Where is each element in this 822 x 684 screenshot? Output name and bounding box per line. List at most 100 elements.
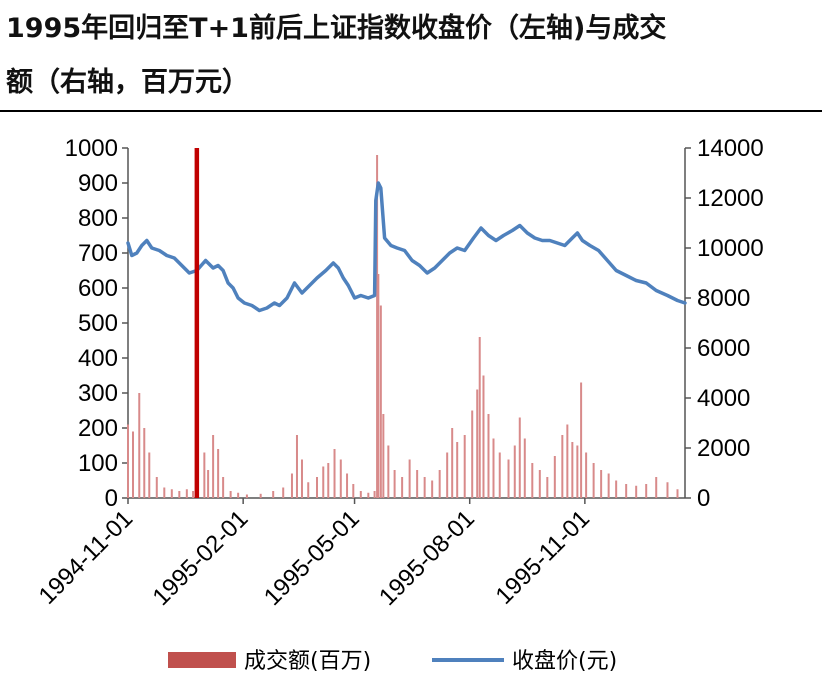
x-tick-label: 1995-02-01: [147, 505, 253, 611]
volume-bar: [245, 494, 248, 498]
volume-bar: [580, 382, 583, 498]
right-tick-label: 10000: [697, 235, 764, 262]
volume-bar: [376, 155, 379, 498]
volume-bar: [272, 491, 275, 498]
left-tick-label: 900: [78, 170, 118, 197]
title-line-1: 1995年回归至T+1前后上证指数收盘价（左轴)与成交: [6, 13, 667, 44]
volume-bar: [546, 477, 549, 498]
volume-bar: [282, 487, 285, 498]
left-tick-label: 400: [78, 345, 118, 372]
volume-bar: [408, 459, 411, 498]
left-tick-label: 300: [78, 380, 118, 407]
volume-bar: [513, 445, 516, 498]
volume-bar: [327, 463, 330, 498]
volume-bar: [471, 410, 474, 498]
volume-bar: [487, 414, 490, 498]
volume-bar: [192, 491, 195, 498]
volume-bar: [155, 477, 158, 498]
left-tick-label: 500: [78, 310, 118, 337]
left-tick-label: 1000: [65, 135, 118, 162]
axes: 0100200300400500600700800900100002000400…: [34, 135, 764, 611]
volume-bar: [431, 480, 434, 498]
legend-line-label: 收盘价(元): [512, 649, 617, 674]
right-tick-label: 12000: [697, 185, 764, 212]
volume-bar: [655, 477, 658, 498]
right-tick-label: 2000: [697, 435, 750, 462]
volume-bar: [229, 491, 232, 498]
volume-bar: [423, 477, 426, 498]
volume-bar: [300, 459, 303, 498]
volume-bar: [352, 484, 355, 498]
volume-bar: [666, 482, 669, 498]
volume-bar: [295, 435, 298, 498]
volume-bar: [359, 491, 362, 498]
legend-bar-swatch: [168, 652, 236, 668]
volume-bar: [170, 489, 173, 498]
volume-bar: [645, 484, 648, 498]
volume-bar: [566, 424, 569, 498]
volume-bar: [585, 452, 588, 498]
volume-bar: [615, 480, 618, 498]
volume-bar: [290, 473, 293, 498]
volume-bar: [498, 452, 501, 498]
volume-bar: [346, 473, 349, 498]
volume-bar: [307, 482, 310, 498]
chart-title: 1995年回归至T+1前后上证指数收盘价（左轴)与成交 额（右轴，百万元）: [6, 2, 818, 110]
volume-bar: [482, 375, 485, 498]
volume-bar: [373, 491, 376, 498]
volume-bar: [393, 470, 396, 498]
left-tick-label: 200: [78, 415, 118, 442]
volume-bar: [377, 274, 380, 498]
volume-bar: [600, 470, 603, 498]
volume-bar: [676, 489, 679, 498]
volume-bar: [576, 445, 579, 498]
volume-bar: [492, 438, 495, 498]
title-rule: [0, 110, 822, 112]
volume-bar: [322, 466, 325, 498]
volume-bar: [217, 449, 220, 498]
title-line-2: 额（右轴，百万元）: [6, 67, 249, 98]
volume-bar: [571, 442, 574, 498]
volume-bar: [456, 442, 459, 498]
volume-bar: [538, 470, 541, 498]
volume-bar: [237, 492, 240, 498]
volume-bar: [476, 389, 479, 498]
volume-bar: [592, 463, 595, 498]
volume-bar: [401, 477, 404, 498]
volume-bar: [518, 417, 521, 498]
x-tick-label: 1995-05-01: [259, 505, 365, 611]
volume-bar: [607, 473, 610, 498]
close-price-line: [126, 181, 687, 313]
volume-bar: [438, 470, 441, 498]
volume-bar: [478, 337, 481, 498]
line-series: [126, 181, 687, 313]
volume-bar: [523, 438, 526, 498]
volume-bar: [379, 305, 382, 498]
left-tick-label: 700: [78, 240, 118, 267]
volume-bar: [451, 428, 454, 498]
volume-bar: [127, 424, 129, 498]
left-tick-label: 800: [78, 205, 118, 232]
volume-bar: [339, 459, 342, 498]
volume-bar: [132, 431, 135, 498]
right-tick-label: 8000: [697, 285, 750, 312]
volume-bar: [316, 477, 319, 498]
volume-bar: [185, 489, 188, 498]
right-tick-label: 0: [697, 485, 710, 512]
left-tick-label: 600: [78, 275, 118, 302]
volume-bar: [507, 459, 510, 498]
volume-bar: [207, 470, 210, 498]
volume-bar: [531, 463, 534, 498]
volume-bar: [148, 452, 151, 498]
volume-bar: [382, 414, 385, 498]
volume-bar: [446, 452, 449, 498]
volume-bar: [463, 435, 466, 498]
volume-bar: [163, 487, 166, 498]
volume-bar: [635, 485, 638, 498]
volume-bar: [367, 492, 370, 498]
volume-bar: [143, 428, 146, 498]
x-tick-label: 1995-08-01: [374, 505, 480, 611]
volume-bar: [212, 435, 215, 498]
volume-bar: [416, 470, 419, 498]
